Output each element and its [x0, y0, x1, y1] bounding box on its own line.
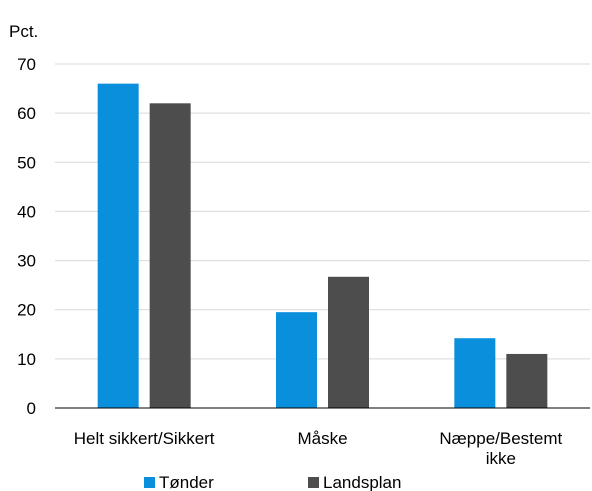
category-labels: Helt sikkert/Sikkert Måske Næppe/Bestemtik… — [74, 429, 563, 468]
legend-swatch — [308, 477, 319, 488]
x-category-label: Helt sikkert/Sikkert — [74, 429, 215, 448]
y-tick-label: 40 — [17, 202, 36, 221]
bar-landsplan — [328, 276, 369, 408]
bar-t-nder — [454, 338, 496, 408]
x-category-label: Måske — [297, 429, 347, 448]
gridlines — [55, 63, 590, 360]
y-tick-label: 0 — [27, 399, 36, 418]
bar-landsplan — [149, 103, 191, 409]
legend: Tønder Landsplan — [144, 473, 401, 491]
y-tick-label: 50 — [17, 153, 36, 172]
y-tick-label: 10 — [17, 350, 36, 369]
legend-label: Tønder — [159, 473, 214, 491]
bar-t-nder — [97, 83, 139, 409]
x-category-label: Næppe/Bestemt — [439, 429, 562, 448]
y-unit-label: Pct. — [9, 22, 38, 41]
y-tick-label: 20 — [17, 301, 36, 320]
bar-t-nder — [276, 312, 317, 408]
y-tick-label: 30 — [17, 252, 36, 271]
legend-swatch — [144, 477, 155, 488]
bars — [97, 83, 548, 409]
y-tick-label: 60 — [17, 104, 36, 123]
x-category-label: ikke — [486, 449, 516, 468]
legend-label: Landsplan — [323, 473, 401, 491]
bar-landsplan — [506, 353, 548, 408]
y-tick-label: 70 — [17, 55, 36, 74]
y-axis-ticks: 0 10 20 30 40 50 60 70 — [17, 55, 36, 418]
